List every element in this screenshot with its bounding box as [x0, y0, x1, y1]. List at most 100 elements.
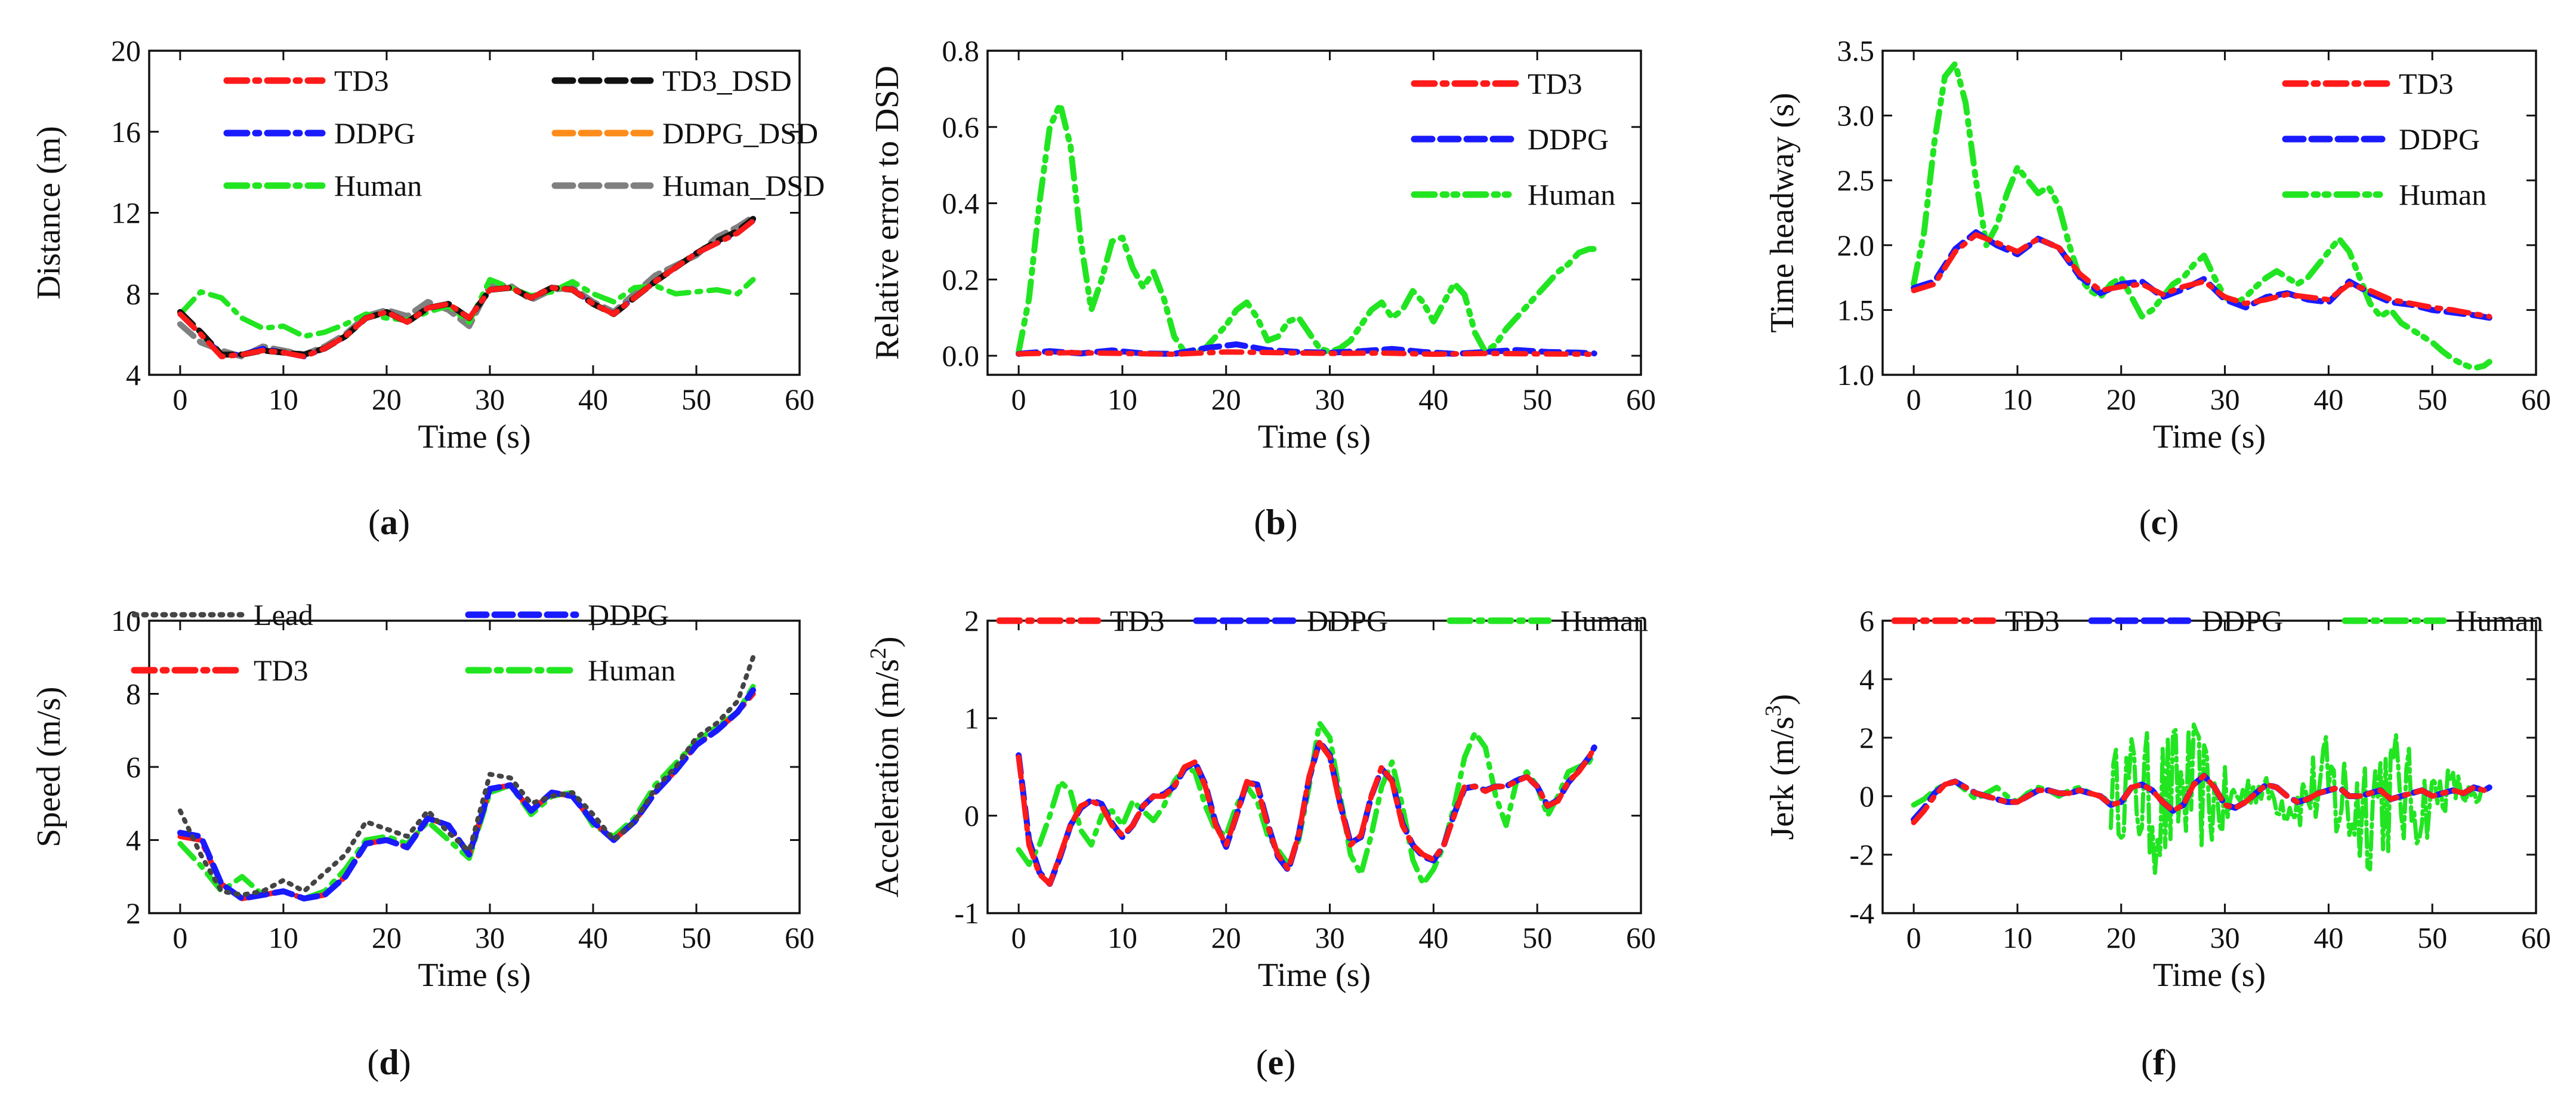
- legend-e: TD3 DDPG Human: [996, 604, 1648, 637]
- panel-label-close: ): [1284, 1043, 1295, 1082]
- y-tick-label: 0.4: [942, 187, 980, 220]
- y-axis-label-superscript: 3: [1761, 705, 1786, 716]
- plot-frame-c: [1881, 50, 2537, 376]
- x-tick-label: 30: [475, 383, 505, 416]
- panel-a: 0 10 20 30 40 50 60 4 8 12 16 20 Time (s) Distance (m…: [30, 34, 825, 542]
- x-tick-label: 10: [1107, 383, 1137, 416]
- y-tick-label: 0.2: [942, 263, 980, 296]
- y-axis-label-superscript: 2: [866, 648, 891, 659]
- y-tick-label: 0.0: [942, 339, 980, 372]
- panel-label-f: (f): [2141, 1043, 2177, 1082]
- legend-label-lead: Lead: [254, 598, 313, 631]
- series-line-human-dsd: [177, 214, 757, 360]
- y-tick-label: 12: [111, 196, 141, 230]
- plot-frame-e: [986, 620, 1642, 914]
- x-tick-label: 40: [1418, 383, 1448, 416]
- y-tick-label: 0.6: [942, 110, 980, 144]
- series-line-ddpg: [177, 687, 757, 902]
- panel-label-open: (: [367, 1043, 379, 1082]
- y-tick-label: 8: [126, 677, 141, 711]
- x-tick-label: 60: [2521, 921, 2551, 954]
- y-tick-label: 0.8: [942, 34, 980, 67]
- panel-c: 0 10 20 30 40 50 60 1.0 1.5 2.0 2.5 3.0 3.5 Time (s) T…: [1764, 34, 2551, 542]
- panel-label-b: (b): [1254, 503, 1297, 542]
- y-axis-label-close: ): [1764, 694, 1801, 705]
- x-tick-label: 10: [2003, 383, 2032, 416]
- x-axis-label: Time (s): [418, 957, 530, 994]
- panel-label-letter: a: [380, 503, 398, 542]
- panel-label-a: (a): [368, 503, 410, 542]
- x-tick-label: 20: [1211, 921, 1241, 954]
- y-tick-label: 3.0: [1837, 99, 1875, 132]
- series-line-ddpg: [177, 218, 756, 359]
- y-tick-label: 1.0: [1837, 358, 1875, 392]
- plot-area-b: [1016, 101, 1597, 357]
- legend-label-ddpg: DDPG: [588, 598, 669, 631]
- panel-label-open: (: [368, 503, 380, 542]
- y-tick-label: 0: [1859, 779, 1874, 813]
- x-tick-label: 10: [2003, 921, 2032, 954]
- x-axis-label: Time (s): [418, 418, 530, 455]
- y-axis-label: Acceleration (m/s2): [866, 636, 906, 897]
- x-axis-label: Time (s): [1258, 418, 1371, 455]
- legend-label-td3: TD3: [2005, 604, 2060, 637]
- legend-label-ddpg: DDPG: [2399, 122, 2480, 156]
- panel-label-d: (d): [367, 1043, 411, 1082]
- x-tick-label: 60: [2521, 383, 2551, 416]
- x-tick-label: 40: [2313, 383, 2343, 416]
- x-tick-label: 30: [2210, 383, 2240, 416]
- x-tick-label: 10: [269, 383, 298, 416]
- plot-frame-f: [1881, 620, 2537, 914]
- x-tick-label: 0: [1011, 383, 1026, 416]
- x-axis-label: Time (s): [1258, 957, 1371, 994]
- series-line-td3: [1016, 739, 1597, 887]
- y-axis-label: Distance (m): [30, 126, 67, 300]
- y-tick-label: 6: [1859, 604, 1874, 637]
- legend-label-td3: TD3: [334, 64, 389, 97]
- panel-label-open: (: [1256, 1043, 1268, 1082]
- y-tick-label: 1.5: [1837, 293, 1875, 326]
- series-line-human-noise: [2108, 722, 2486, 876]
- x-tick-label: 50: [1522, 383, 1552, 416]
- x-tick-label: 20: [1211, 383, 1241, 416]
- x-tick-label: 30: [475, 921, 505, 954]
- x-tick-label: 20: [2106, 383, 2136, 416]
- y-axis-label: Jerk (m/s3): [1761, 694, 1801, 840]
- series-line-human: [177, 683, 756, 901]
- x-tick-label: 0: [172, 921, 187, 954]
- legend-label-human: Human: [1528, 178, 1615, 211]
- panel-label-open: (: [1254, 503, 1266, 542]
- panel-e: 0 10 20 30 40 50 60 -1 0 1 2 Time (s) Acceleration (…: [866, 604, 1656, 1082]
- x-tick-label: 20: [372, 921, 402, 954]
- plot-frame-d: [148, 620, 801, 914]
- plot-frame-b: [986, 50, 1642, 376]
- series-line-td3-dsd: [177, 215, 757, 358]
- legend-label-human: Human: [334, 169, 422, 202]
- series-line-ddpg-dsd: [177, 215, 757, 358]
- x-tick-label: 50: [1522, 921, 1552, 954]
- plot-area-e: [1016, 720, 1597, 887]
- x-tick-label: 30: [2210, 921, 2240, 954]
- panel-label-e: (e): [1256, 1043, 1296, 1082]
- plot-area-a: [177, 214, 757, 360]
- x-tick-label: 10: [269, 921, 298, 954]
- x-tick-label: 0: [1906, 921, 1921, 954]
- panel-label-letter: e: [1268, 1043, 1284, 1082]
- legend-label-ddpg: DDPG: [2202, 604, 2283, 637]
- y-tick-label: 3.5: [1837, 34, 1875, 67]
- panel-d: 0 10 20 30 40 50 60 2 4 6 8 10 Time (s) Speed (m/s) Le…: [30, 598, 815, 1082]
- plot-area-d: [177, 655, 757, 902]
- y-tick-label: -4: [1849, 896, 1874, 930]
- panel-label-letter: c: [2151, 503, 2167, 542]
- series-line-td3: [177, 691, 756, 901]
- panel-label-close: ): [2167, 503, 2179, 542]
- legend-label-human: Human: [2455, 604, 2543, 637]
- y-tick-label: 2: [964, 604, 979, 637]
- series-line-td3: [1911, 773, 2492, 825]
- x-tick-label: 0: [1011, 921, 1026, 954]
- panel-label-close: ): [398, 503, 410, 542]
- y-tick-label: 4: [126, 358, 141, 392]
- legend-label-td3-dsd: TD3_DSD: [662, 64, 792, 97]
- y-tick-label: 6: [126, 750, 141, 784]
- plot-frame-a: [148, 50, 801, 376]
